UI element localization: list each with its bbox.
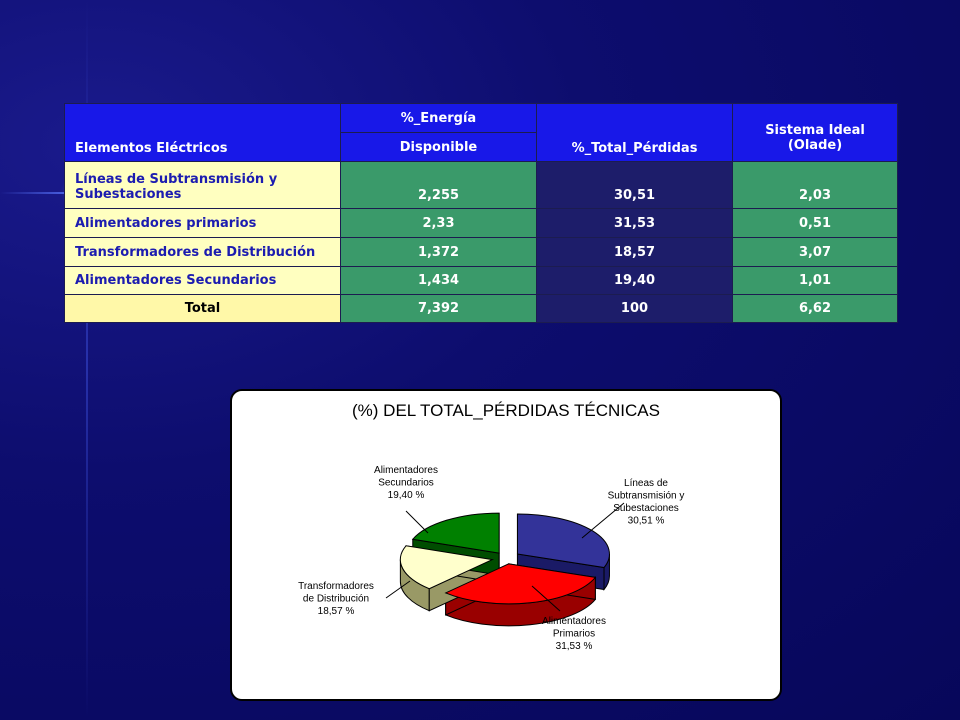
row-label: Alimentadores Secundarios [64, 266, 341, 295]
row-label-total: Total [64, 294, 341, 323]
cell-ideal-total: 6,62 [732, 294, 898, 323]
slice-label-line: de Distribución [303, 594, 369, 605]
pie-slice [444, 563, 597, 605]
header-disponible: Disponible [340, 132, 537, 162]
cell-energia: 2,255 [340, 161, 537, 209]
slice-label: Alimentadores Secundarios 19,40 % [374, 465, 438, 501]
row-label: Líneas de Subtransmisión y Subestaciones [64, 161, 341, 209]
pie-slices [399, 512, 610, 627]
slice-label-line: 19,40 % [388, 490, 425, 501]
table-row: Alimentadores primarios 2,33 31,53 0,51 [64, 208, 898, 238]
pie-chart-panel: (%) DEL TOTAL_PÉRDIDAS TÉCNICAS Líneas d… [230, 389, 782, 701]
losses-table: Elementos Eléctricos %_Energía %_Total_P… [64, 103, 898, 323]
pie-slice [516, 513, 610, 569]
cell-ideal: 2,03 [732, 161, 898, 209]
slice-label: Líneas de Subtransmisión y Subestaciones 30… [608, 478, 685, 527]
cell-energia: 1,372 [340, 237, 537, 267]
cell-perdidas-total: 100 [536, 294, 733, 323]
slice-label-line: Líneas de [624, 478, 668, 489]
header-energia: %_Energía [340, 103, 537, 133]
leader-line [581, 502, 625, 539]
cell-energia: 2,33 [340, 208, 537, 238]
row-label: Transformadores de Distribución [64, 237, 341, 267]
slice-label-line: 30,51 % [628, 516, 665, 527]
slice-label-line: 18,57 % [318, 606, 355, 617]
cell-energia-total: 7,392 [340, 294, 537, 323]
row-label: Alimentadores primarios [64, 208, 341, 238]
leader-line [531, 585, 561, 612]
cell-ideal: 1,01 [732, 266, 898, 295]
slice-label-line: Alimentadores [542, 616, 606, 627]
slice-label-line: 31,53 % [556, 641, 593, 652]
leader-line [405, 510, 429, 534]
cell-ideal: 0,51 [732, 208, 898, 238]
header-sistema-ideal: Sistema Ideal (Olade) [732, 103, 898, 162]
chart-title: (%) DEL TOTAL_PÉRDIDAS TÉCNICAS [352, 401, 660, 420]
cell-energia: 1,434 [340, 266, 537, 295]
pie-slice [399, 545, 495, 590]
slice-label-line: Subtransmisión y [608, 491, 685, 502]
cell-ideal: 3,07 [732, 237, 898, 267]
cell-perdidas: 18,57 [536, 237, 733, 267]
pie-slice [411, 512, 500, 554]
leader-line [385, 580, 411, 599]
cell-perdidas: 19,40 [536, 266, 733, 295]
decorative-line-vertical [86, 0, 88, 720]
header-sistema-ideal-line1: Sistema Ideal [765, 122, 865, 138]
decorative-line [0, 192, 80, 194]
table-row-total: Total 7,392 100 6,62 [64, 294, 898, 323]
header-total-perdidas: %_Total_Pérdidas [536, 103, 733, 162]
table-row: Transformadores de Distribución 1,372 18… [64, 237, 898, 267]
slice-label-line: Alimentadores [374, 465, 438, 476]
table-row: Líneas de Subtransmisión y Subestaciones… [64, 161, 898, 209]
slice-label-line: Transformadores [298, 581, 374, 592]
slice-label-line: Subestaciones [613, 503, 679, 514]
cell-perdidas: 31,53 [536, 208, 733, 238]
table-row: Alimentadores Secundarios 1,434 19,40 1,… [64, 266, 898, 295]
header-sistema-ideal-line2: (Olade) [787, 137, 843, 153]
slice-label: Alimentadores Primarios 31,53 % [542, 616, 606, 652]
slice-label: Transformadores de Distribución 18,57 % [298, 581, 374, 617]
slice-label-line: Primarios [553, 629, 595, 640]
pie-chart: (%) DEL TOTAL_PÉRDIDAS TÉCNICAS Líneas d… [298, 401, 685, 652]
cell-perdidas: 30,51 [536, 161, 733, 209]
slice-label-line: Secundarios [378, 478, 434, 489]
header-elementos: Elementos Eléctricos [64, 103, 341, 162]
